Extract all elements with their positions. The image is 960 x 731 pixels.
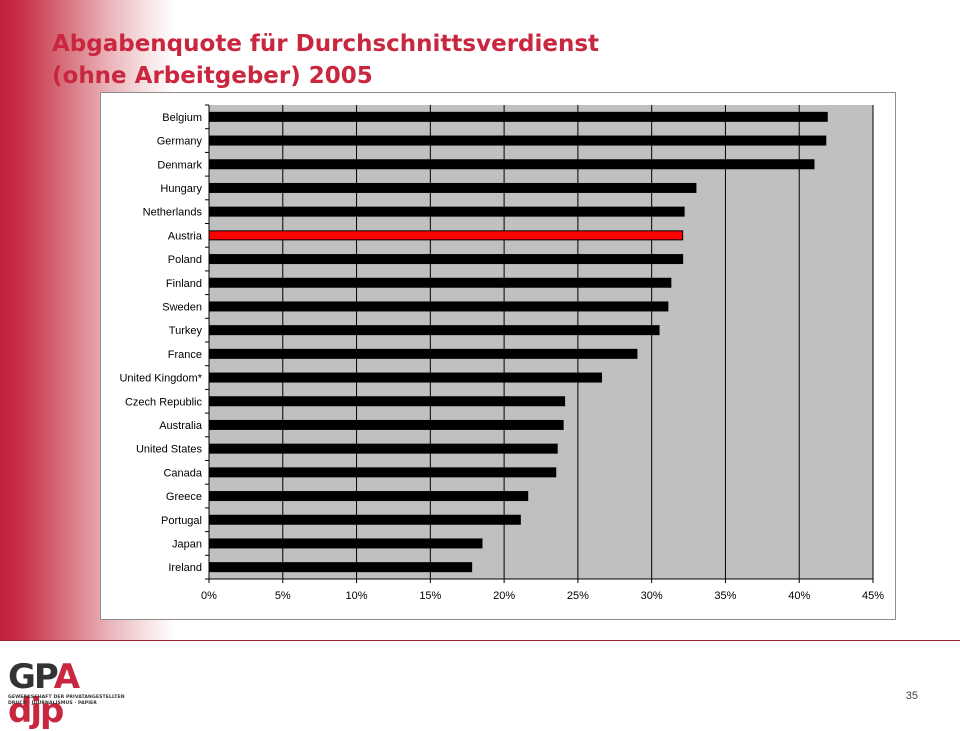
bar [208, 467, 557, 478]
slide-title-line1: Abgabenquote für Durchschnittsverdienst [52, 31, 600, 57]
logo-subtitle: GEWERKSCHAFT DER PRIVATANGESTELLTEN DRUC… [8, 695, 144, 707]
category-label: Sweden [162, 301, 202, 313]
bar [208, 182, 697, 193]
bar [208, 111, 828, 122]
category-label: Australia [159, 420, 203, 432]
bar [208, 514, 521, 525]
bar [208, 538, 483, 549]
bar-chart: 0% 5% 10% 15% 20% 25% 30% 35% 40% 45% Belgium Germa… [119, 104, 884, 602]
x-tick-label: 35% [714, 590, 736, 602]
bar [208, 206, 685, 217]
x-tick-label: 5% [275, 590, 291, 602]
gpa-djp-logo: GPA djp GEWERKSCHAFT DER PRIVATANGESTELL… [8, 657, 144, 728]
category-label: Finland [166, 278, 202, 290]
bar [208, 301, 669, 312]
category-label: Japan [172, 538, 202, 550]
bar [208, 396, 566, 407]
category-label: Netherlands [143, 207, 203, 219]
bar [208, 135, 827, 146]
category-label: Czech Republic [125, 396, 203, 408]
footer-divider [0, 640, 960, 641]
category-label: United States [136, 444, 203, 456]
x-tick-label: 45% [862, 590, 884, 602]
bar [208, 277, 672, 288]
x-tick-label: 0% [201, 590, 217, 602]
plot-area [209, 105, 873, 579]
logo-wordmark: GPA djp [8, 657, 142, 728]
x-tick-label: 10% [346, 590, 368, 602]
category-label: Poland [168, 254, 202, 266]
bar [208, 348, 638, 359]
category-label: Turkey [169, 325, 203, 337]
bar [208, 419, 564, 430]
category-label: Ireland [168, 562, 202, 574]
logo-subtitle-line1: GEWERKSCHAFT DER PRIVATANGESTELLTEN [8, 695, 125, 700]
slide-title-line2: (ohne Arbeitgeber) 2005 [52, 63, 373, 89]
bar [208, 254, 684, 265]
bar [208, 159, 815, 170]
page-number: 35 [905, 690, 918, 702]
category-label: Belgium [162, 112, 202, 124]
category-label: Germany [157, 136, 203, 148]
category-label: United Kingdom* [119, 373, 202, 385]
category-label: Denmark [157, 159, 202, 171]
bar [208, 491, 529, 502]
slide-title: Abgabenquote für Durchschnittsverdienst … [52, 28, 599, 92]
logo-subtitle-line2: DRUCK · JOURNALISMUS · PAPIER [8, 701, 97, 706]
x-tick-label: 30% [641, 590, 663, 602]
bar [208, 443, 558, 454]
x-tick-label: 15% [419, 590, 441, 602]
bar [208, 325, 660, 336]
x-tick-label: 40% [788, 590, 810, 602]
category-label: Canada [163, 467, 202, 479]
category-label: France [168, 349, 202, 361]
x-tick-label: 25% [567, 590, 589, 602]
category-label: Hungary [160, 183, 202, 195]
category-label: Portugal [161, 515, 202, 527]
x-tick-label: 20% [493, 590, 515, 602]
logo-text-gp: GP [8, 657, 56, 697]
bar-highlight [208, 230, 684, 241]
bar [208, 372, 602, 383]
bar [208, 562, 473, 573]
category-label: Greece [166, 491, 202, 503]
chart-container: 0% 5% 10% 15% 20% 25% 30% 35% 40% 45% Belgium Germa… [100, 92, 896, 620]
logo-text-a: A [53, 657, 80, 697]
category-label: Austria [168, 230, 203, 242]
